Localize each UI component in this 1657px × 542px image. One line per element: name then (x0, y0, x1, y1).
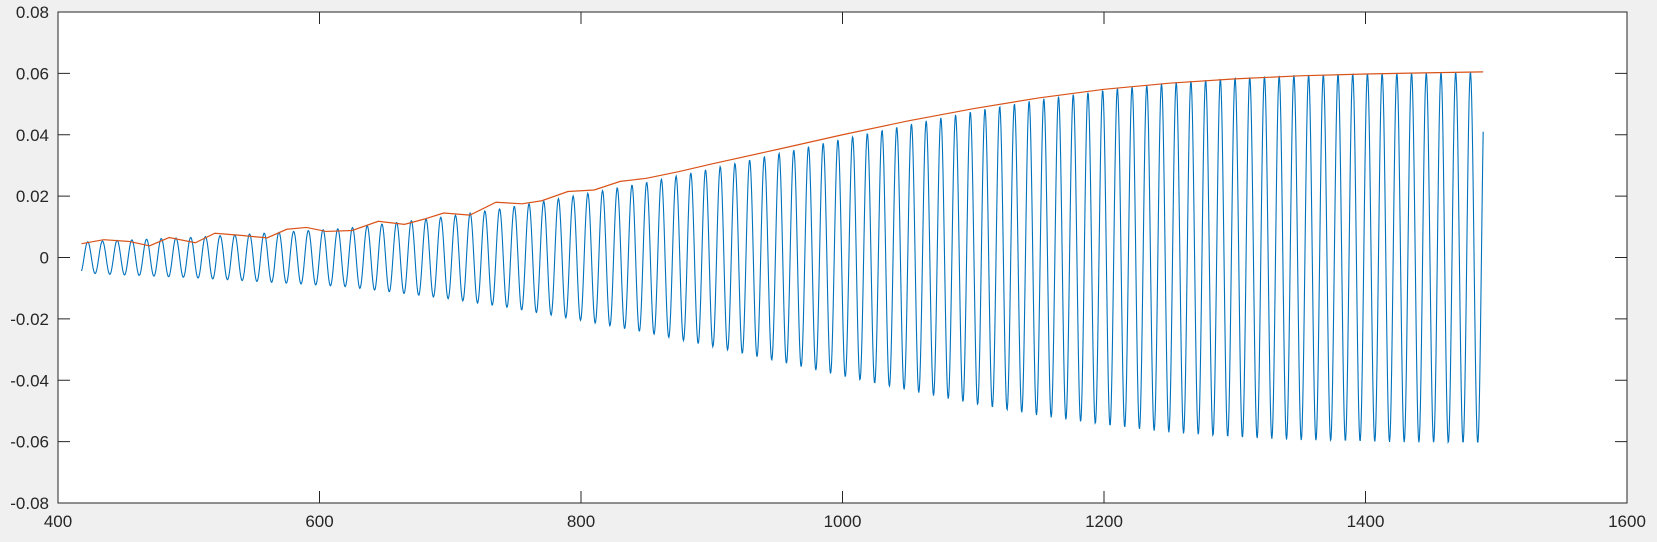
ticks (57, 11, 1628, 504)
y-tick-label: 0.04 (16, 126, 49, 145)
y-tick-label: 0 (40, 249, 49, 268)
x-tick-label: 1600 (1608, 512, 1646, 531)
x-tick-label: 1000 (824, 512, 862, 531)
y-tick-label: 0.08 (16, 3, 49, 22)
x-tick-label: 400 (44, 512, 72, 531)
y-tick-label: -0.04 (10, 371, 49, 390)
x-tick-label: 600 (305, 512, 333, 531)
y-tick-label: 0.06 (16, 64, 49, 83)
y-tick-label: -0.02 (10, 310, 49, 329)
x-tick-label: 800 (567, 512, 595, 531)
y-tick-label: -0.08 (10, 494, 49, 513)
axes-box (57, 11, 1628, 504)
y-tick-label: 0.02 (16, 187, 49, 206)
x-tick-label: 1200 (1085, 512, 1123, 531)
x-tick-label: 1400 (1347, 512, 1385, 531)
series-line-envelope (81, 71, 1484, 247)
y-tick-label: -0.06 (10, 433, 49, 452)
tick-labels: 400 600 800 1000 1200 1400 1600 0.08 0.06 0.04 0.0… (10, 3, 1646, 531)
plot-area (80, 71, 1484, 445)
